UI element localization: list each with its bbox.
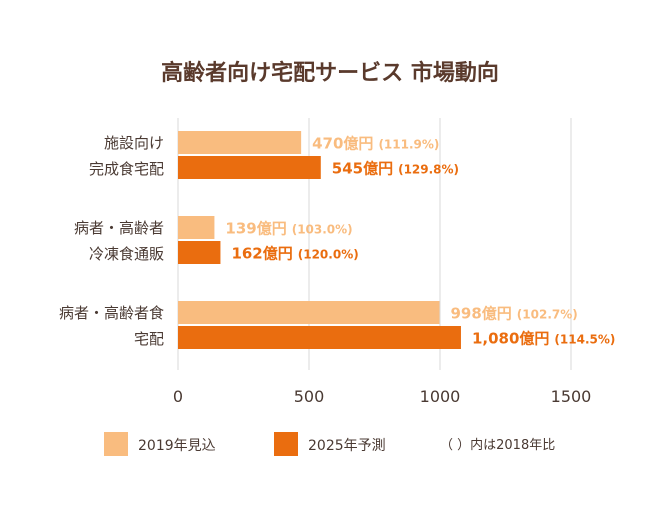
x-tick-label-1000: 1000: [420, 387, 461, 406]
bar-series1-cat2: [178, 216, 215, 239]
bar-series2-cat3: [178, 326, 461, 349]
bar-series2-cat2: [178, 241, 221, 264]
data-label-series1-cat2: 139億円 (103.0%): [225, 220, 352, 238]
x-tick-label-0: 0: [173, 387, 183, 406]
legend-label-series2: 2025年予測: [308, 438, 386, 454]
data-label-growth: (103.0%): [292, 223, 353, 237]
note-text: （ ）内は2018年比: [440, 437, 555, 453]
data-label-value: 139億円: [225, 220, 286, 238]
bar-series2-cat1: [178, 156, 321, 179]
data-label-growth: (129.8%): [398, 163, 459, 177]
data-label-value: 162億円: [231, 245, 292, 263]
data-label-value: 1,080億円: [472, 330, 549, 348]
data-label-growth: (114.5%): [554, 333, 615, 347]
data-label-series1-cat3: 998億円 (102.7%): [450, 305, 577, 323]
data-label-series2-cat1: 545億円 (129.8%): [332, 160, 459, 178]
legend-swatch-series2: [274, 432, 298, 456]
category-label-1-1: 冷凍食通販: [89, 245, 164, 263]
bars: 470億円 (111.9%) 139億円 (103.0%) 998億円 (102.7%) 5…: [178, 131, 615, 349]
chart-title: 高齢者向け宅配サービス 市場動向: [161, 60, 499, 86]
data-label-value: 470億円: [312, 135, 373, 153]
bar-series1-cat3: [178, 301, 440, 324]
category-label-1-0: 病者・高齢者: [74, 219, 164, 237]
legend-label-series1: 2019年見込: [138, 438, 216, 454]
bar-series1-cat1: [178, 131, 302, 154]
data-label-series2-cat2: 162億円 (120.0%): [231, 245, 358, 263]
x-tick-labels: 0 500 1000 1500: [173, 387, 591, 406]
category-label-2-0: 病者・高齢者食: [59, 304, 164, 322]
data-label-growth: (102.7%): [517, 308, 578, 322]
category-label-0-1: 完成食宅配: [89, 160, 164, 178]
data-label-series1-cat1: 470億円 (111.9%): [312, 135, 439, 153]
legend-swatch-series1: [104, 432, 128, 456]
data-label-growth: (111.9%): [378, 138, 439, 152]
data-label-value: 998億円: [450, 305, 511, 323]
data-label-series2-cat3: 1,080億円 (114.5%): [472, 330, 615, 348]
data-label-value: 545億円: [332, 160, 393, 178]
category-label-2-1: 宅配: [134, 330, 164, 348]
data-label-growth: (120.0%): [298, 248, 359, 262]
legend: 2019年見込 2025年予測: [104, 432, 386, 456]
x-tick-label-1500: 1500: [551, 387, 592, 406]
category-label-0-0: 施設向け: [104, 134, 164, 152]
x-tick-label-500: 500: [294, 387, 325, 406]
